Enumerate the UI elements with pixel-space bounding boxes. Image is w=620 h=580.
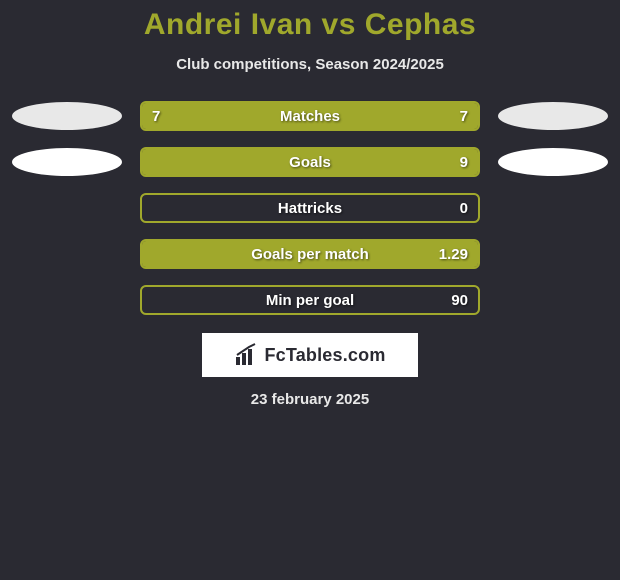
stat-label: Min per goal	[142, 287, 478, 313]
date-text: 23 february 2025	[0, 391, 620, 408]
team-badge-right	[498, 148, 608, 176]
stat-label: Goals	[142, 149, 478, 175]
stat-row: 0Hattricks	[0, 193, 620, 223]
team-badge-left	[12, 148, 122, 176]
logo-box: FcTables.com	[202, 333, 418, 377]
team-badge-right	[498, 102, 608, 130]
stat-label: Matches	[142, 103, 478, 129]
stat-label: Hattricks	[142, 195, 478, 221]
stat-bar: 0Hattricks	[140, 193, 480, 223]
stat-bar: 77Matches	[140, 101, 480, 131]
stat-bar: 1.29Goals per match	[140, 239, 480, 269]
page-title: Andrei Ivan vs Cephas	[0, 8, 620, 42]
stat-bar: 9Goals	[140, 147, 480, 177]
stat-label: Goals per match	[142, 241, 478, 267]
stat-row: 77Matches	[0, 101, 620, 131]
stat-bar: 90Min per goal	[140, 285, 480, 315]
stat-row: 1.29Goals per match	[0, 239, 620, 269]
stat-row: 90Min per goal	[0, 285, 620, 315]
team-badge-left	[12, 102, 122, 130]
stat-row: 9Goals	[0, 147, 620, 177]
logo-text: FcTables.com	[264, 345, 385, 366]
page-subtitle: Club competitions, Season 2024/2025	[0, 56, 620, 73]
bar-chart-icon	[234, 343, 258, 367]
comparison-infographic: Andrei Ivan vs Cephas Club competitions,…	[0, 0, 620, 408]
stats-container: 77Matches 9Goals 0Hattricks 1.29Goals per m…	[0, 101, 620, 315]
